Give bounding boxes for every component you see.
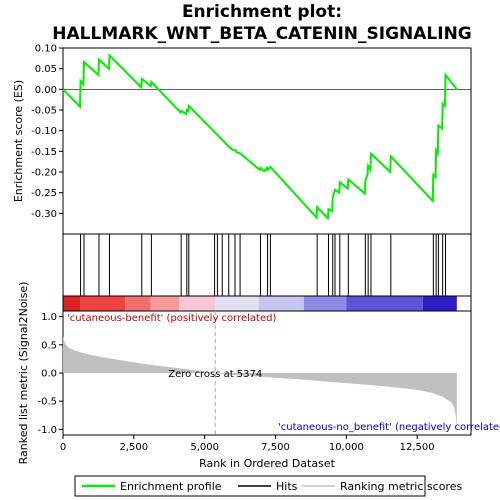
rank-x-tick-label: 12,500 <box>400 442 435 453</box>
colorbar-segment <box>215 296 259 311</box>
rank-x-tick-label: 2,500 <box>120 442 149 453</box>
zero-cross-label: Zero cross at 5374 <box>168 369 262 380</box>
rank-colorbar <box>63 296 457 311</box>
es-y-tick-label: -0.20 <box>31 168 57 179</box>
rank-x-tick-label: 0 <box>60 442 66 453</box>
rank-y-tick-label: -1.0 <box>37 425 57 436</box>
colorbar-segment <box>179 296 216 311</box>
colorbar-segment <box>150 296 180 311</box>
rank-x-tick-label: 5,000 <box>190 442 219 453</box>
colorbar-segment <box>346 296 423 311</box>
rank-x-label: Rank in Ordered Dataset <box>199 457 336 470</box>
hits-marks <box>80 234 446 296</box>
colorbar-segment <box>422 296 457 311</box>
colorbar-segment <box>258 296 304 311</box>
es-y-tick-label: -0.10 <box>31 126 57 137</box>
chart-title-line-1: Enrichment plot: <box>182 2 342 22</box>
legend-label-enrichment: Enrichment profile <box>120 480 222 493</box>
es-y-tick-label: 0.10 <box>35 44 57 55</box>
hits-plot-area <box>62 233 472 297</box>
rank-y-tick-label: 0.0 <box>41 369 57 380</box>
chart-title-line-2: HALLMARK_WNT_BETA_CATENIN_SIGNALING <box>52 24 472 44</box>
es-plot-area <box>62 47 472 235</box>
enrichment-profile-line <box>62 53 458 221</box>
rank-y-axis: 1.0 0.5 0.0 -0.5 -1.0 <box>37 312 63 436</box>
es-y-tick-label: 0.00 <box>35 85 57 96</box>
es-y-axis: 0.10 0.05 0.00 -0.05 -0.10 -0.15 -0.20 -0.25 -0.… <box>31 44 63 220</box>
positive-label: 'cutaneous-benefit' (positively correlat… <box>67 313 276 324</box>
es-y-tick-label: -0.05 <box>31 106 57 117</box>
colorbar-segment <box>63 296 80 311</box>
rank-x-axis: 0 2,500 5,000 7,500 10,000 12,500 <box>60 435 435 453</box>
rank-y-tick-label: -0.5 <box>37 397 57 408</box>
es-y-tick-label: -0.25 <box>31 188 57 199</box>
negative-label: 'cutaneous-no_benefit' (negatively corre… <box>278 422 500 433</box>
es-y-tick-label: -0.30 <box>31 209 57 220</box>
legend: Enrichment profile Hits Ranking metric s… <box>74 475 462 497</box>
es-y-tick-label: -0.15 <box>31 147 57 158</box>
hits-panel <box>62 233 472 297</box>
colorbar-segment <box>80 296 126 311</box>
ranking-metric-area <box>63 336 457 430</box>
legend-label-hits: Hits <box>276 480 298 493</box>
rank-panel: Zero cross at 5374 'cutaneous-benefit' (… <box>17 282 500 470</box>
rank-x-tick-label: 7,500 <box>261 442 290 453</box>
es-y-label: Enrichment score (ES) <box>12 80 25 202</box>
colorbar-segment <box>125 296 151 311</box>
es-y-tick-label: 0.05 <box>35 64 57 75</box>
rank-x-tick-label: 10,000 <box>329 442 364 453</box>
rank-y-tick-label: 0.5 <box>41 340 57 351</box>
rank-y-tick-label: 1.0 <box>41 312 57 323</box>
colorbar-segment <box>303 296 347 311</box>
es-panel: 0.10 0.05 0.00 -0.05 -0.10 -0.15 -0.20 -0.25 -0.… <box>12 44 472 235</box>
legend-label-ranking: Ranking metric scores <box>340 480 462 493</box>
rank-y-label: Ranked list metric (Signal2Noise) <box>17 282 30 465</box>
